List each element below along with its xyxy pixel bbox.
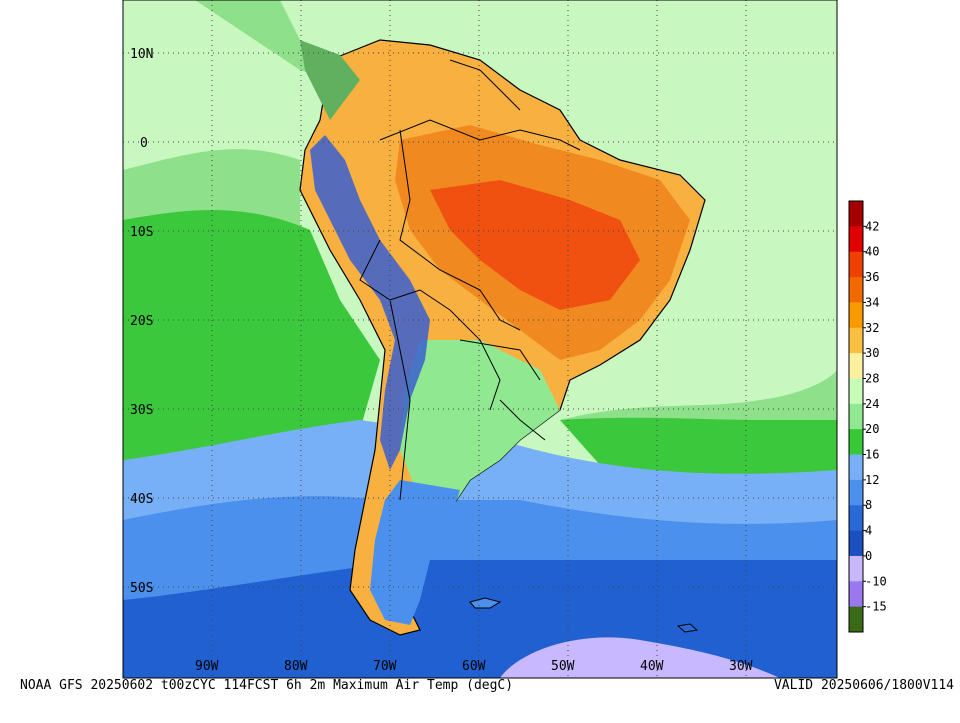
colorbar-label: 32: [865, 321, 879, 335]
colorbar-label: -10: [865, 574, 887, 588]
colorbar-swatch: [849, 530, 863, 557]
ocean-cool-band-west: [123, 210, 380, 470]
southern-cone-mild-land: [400, 340, 560, 510]
very-hot-core-region: [430, 180, 640, 310]
colorbar-label: 20: [865, 422, 879, 436]
lon-label: 50W: [551, 659, 575, 674]
colorbar-label: 42: [865, 219, 879, 233]
forecast-description: NOAA GFS 20250602 t00zCYC 114FCST 6h 2m …: [20, 678, 514, 693]
colorbar-swatch: [849, 277, 863, 303]
colorbar-swatch: [849, 201, 863, 227]
colorbar-label: 34: [865, 295, 879, 309]
colorbar-swatch: [849, 555, 863, 582]
colorbar-label: 8: [865, 498, 872, 512]
colorbar-label: 0: [865, 549, 872, 563]
patagonia-cold-land: [370, 480, 460, 625]
footer-caption: NOAA GFS 20250602 t00zCYC 114FCST 6h 2m …: [20, 678, 960, 696]
colorbar-label: 28: [865, 371, 879, 385]
lon-label: 30W: [729, 659, 753, 674]
colorbar-swatch: [849, 581, 863, 608]
ocean-coldest-patch: [500, 637, 780, 678]
lat-label: 20S: [130, 314, 153, 329]
colorbar-label: 12: [865, 473, 879, 487]
lon-label: 60W: [462, 659, 486, 674]
northern-andes-highlands: [300, 40, 360, 120]
plot-frame: [122, 0, 838, 679]
colorbar-swatch: [849, 505, 863, 532]
colorbar-label: 16: [865, 448, 879, 462]
map-gridlines: [123, 0, 837, 678]
lat-label: 30S: [130, 403, 153, 418]
colorbar-swatch: [849, 454, 863, 481]
colorbar-label: 30: [865, 346, 879, 360]
lon-label: 70W: [373, 659, 397, 674]
ocean-cool-band-east: [560, 417, 837, 482]
colorbar-swatch: [849, 606, 863, 633]
south-georgia-island: [676, 623, 699, 633]
lat-label: 0: [140, 136, 148, 151]
lon-label: 80W: [284, 659, 308, 674]
lon-label: 40W: [640, 659, 664, 674]
lat-label: 10N: [130, 47, 153, 62]
lat-label: 10S: [130, 225, 153, 240]
falkland-islands: [469, 597, 502, 609]
colorbar-swatch: [849, 327, 863, 354]
andes-cold-ridge: [310, 135, 430, 470]
colorbar-swatch: [849, 429, 863, 456]
colorbar-label: 36: [865, 270, 879, 284]
latitude-labels: 10N 0 10S 20S 30S 40S 50S: [130, 47, 153, 596]
colorbar-label: -15: [865, 600, 887, 614]
lon-label: 90W: [195, 659, 219, 674]
map-plot-area: 10N 0 10S 20S 30S 40S 50S 90W 80W 70W 60…: [123, 0, 837, 678]
lat-label: 40S: [130, 492, 153, 507]
lat-label: 50S: [130, 581, 153, 596]
valid-time: VALID 20250606/1800V114: [773, 678, 954, 693]
colorbar-swatch: [849, 302, 863, 329]
colorbar-label: 4: [865, 524, 872, 538]
colorbar-label: 24: [865, 397, 879, 411]
colorbar-swatch: [849, 226, 863, 253]
longitude-labels: 90W 80W 70W 60W 50W 40W 30W: [195, 659, 753, 674]
colorbar-label: 40: [865, 245, 879, 259]
colorbar-swatch: [849, 479, 863, 506]
colorbar-frame: [848, 200, 864, 633]
colorbar-swatch: [849, 251, 863, 278]
colorbar-swatch: [849, 403, 863, 430]
colorbar-swatch: [849, 353, 863, 379]
colorbar-swatch: [849, 378, 863, 405]
